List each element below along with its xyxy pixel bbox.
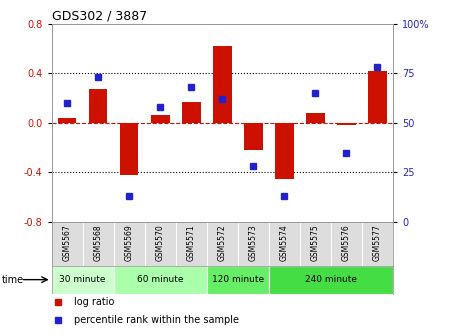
Text: GSM5576: GSM5576 [342,224,351,261]
Bar [337,123,356,125]
Text: 60 minute: 60 minute [137,275,184,284]
Bar [275,123,294,179]
Text: time: time [2,275,24,285]
Text: 30 minute: 30 minute [59,275,106,284]
Text: GSM5569: GSM5569 [125,224,134,261]
Bar [120,123,138,175]
Bar [151,115,170,123]
Bar [306,113,325,123]
Text: 120 minute: 120 minute [211,275,264,284]
Bar [52,266,114,294]
Text: GSM5574: GSM5574 [280,224,289,261]
Text: GSM5570: GSM5570 [156,224,165,261]
Text: GSM5573: GSM5573 [249,224,258,261]
Bar [89,89,107,123]
Text: GSM5575: GSM5575 [311,224,320,261]
Bar [58,118,76,123]
Bar [207,266,269,294]
Text: GSM5568: GSM5568 [94,224,103,261]
Bar [213,46,232,123]
Bar [269,266,393,294]
Text: percentile rank within the sample: percentile rank within the sample [74,316,239,325]
Text: GSM5567: GSM5567 [63,224,72,261]
Bar [114,266,207,294]
Text: log ratio: log ratio [74,297,114,307]
Text: GSM5572: GSM5572 [218,224,227,261]
Text: GDS302 / 3887: GDS302 / 3887 [52,9,147,23]
Text: GSM5571: GSM5571 [187,224,196,261]
Bar [244,123,263,150]
Bar [368,71,387,123]
Text: 240 minute: 240 minute [305,275,357,284]
Text: GSM5577: GSM5577 [373,224,382,261]
Bar [182,102,201,123]
